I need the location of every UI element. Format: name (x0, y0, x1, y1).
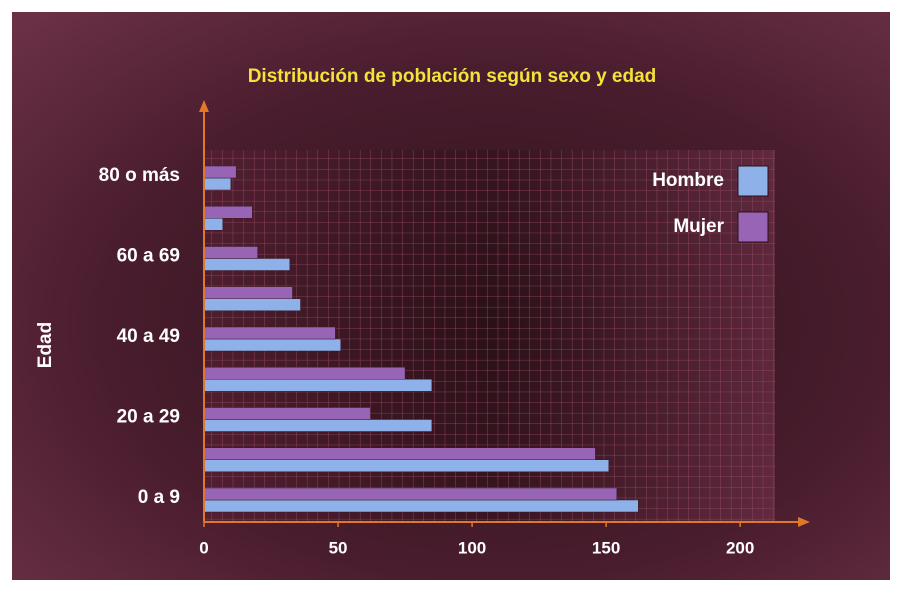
x-tick-label: 200 (726, 538, 754, 557)
y-tick-label: 0 a 9 (138, 487, 180, 508)
bar (203, 177, 232, 191)
x-tick-label: 150 (592, 538, 620, 557)
y-axis-label: Edad (35, 322, 56, 368)
bar (203, 326, 336, 340)
y-tick-label: 40 a 49 (117, 326, 180, 347)
bar (203, 206, 253, 219)
bar (203, 407, 371, 420)
bar (203, 459, 610, 472)
bar (203, 447, 596, 460)
x-tick-label: 50 (329, 538, 348, 557)
y-tick-label: 20 a 29 (117, 407, 180, 428)
bar (203, 298, 301, 311)
bar (203, 258, 291, 271)
bar (203, 499, 639, 513)
y-axis-arrow (199, 100, 209, 112)
y-tick-label: 80 o más (99, 165, 180, 186)
bar (203, 286, 293, 299)
x-tick-label: 0 (199, 538, 208, 557)
y-tick-label: 60 a 69 (117, 246, 180, 267)
bar (203, 338, 341, 352)
x-axis-arrow (798, 517, 810, 527)
chart-title: Distribución de población según sexo y e… (248, 66, 657, 87)
bar (203, 367, 406, 380)
bar (203, 379, 433, 392)
legend-label: Hombre (652, 170, 724, 191)
legend-swatch (737, 165, 769, 197)
bar (203, 419, 433, 432)
bar (203, 246, 258, 259)
x-tick-label: 100 (458, 538, 486, 557)
legend-label: Mujer (673, 216, 724, 237)
bar (203, 218, 224, 231)
legend-swatch (737, 211, 769, 243)
bar (203, 165, 237, 179)
bar (203, 487, 618, 501)
